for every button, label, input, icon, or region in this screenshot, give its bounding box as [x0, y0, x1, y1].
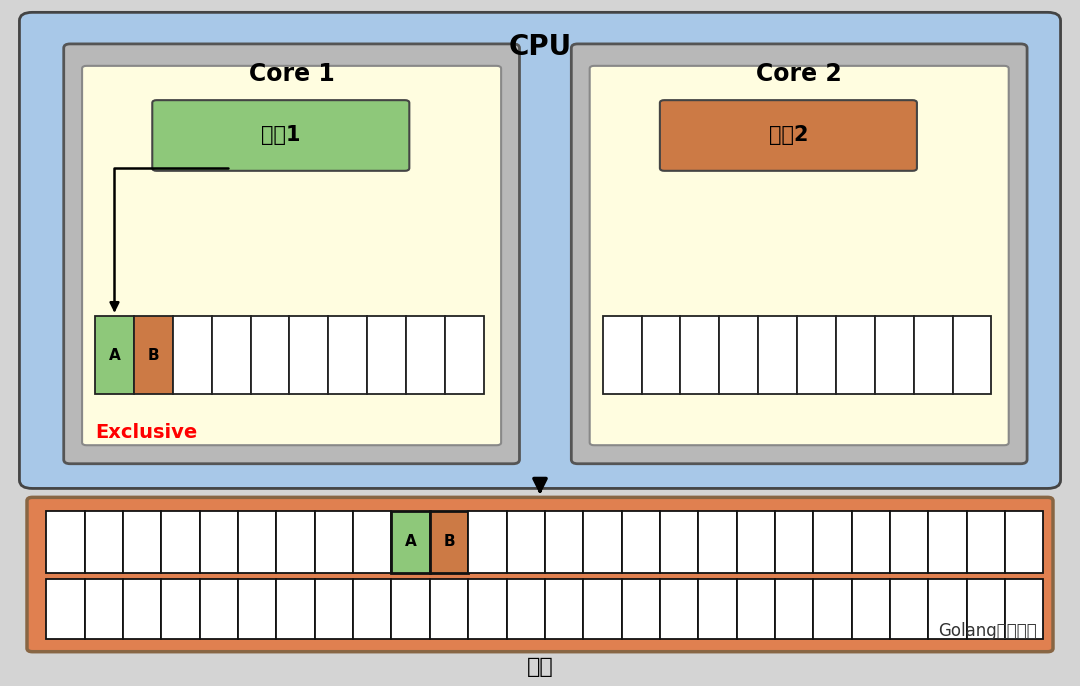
- Bar: [719, 316, 758, 394]
- Bar: [953, 316, 991, 394]
- Bar: [1004, 511, 1043, 573]
- Bar: [1004, 579, 1043, 639]
- FancyBboxPatch shape: [590, 66, 1009, 445]
- Bar: [315, 511, 353, 573]
- Bar: [123, 579, 162, 639]
- Bar: [622, 511, 660, 573]
- Bar: [737, 511, 774, 573]
- Bar: [289, 316, 328, 394]
- Bar: [851, 511, 890, 573]
- Text: CPU: CPU: [509, 33, 571, 60]
- FancyBboxPatch shape: [19, 12, 1061, 488]
- Text: A: A: [109, 348, 120, 362]
- Bar: [406, 316, 445, 394]
- Bar: [173, 316, 212, 394]
- Bar: [914, 316, 953, 394]
- Bar: [603, 316, 642, 394]
- FancyBboxPatch shape: [571, 44, 1027, 464]
- FancyBboxPatch shape: [64, 44, 519, 464]
- Bar: [797, 316, 836, 394]
- Bar: [890, 579, 929, 639]
- Bar: [851, 579, 890, 639]
- Bar: [84, 579, 123, 639]
- Bar: [967, 511, 1004, 573]
- Bar: [583, 579, 622, 639]
- Text: 线程1: 线程1: [261, 126, 300, 145]
- Bar: [200, 511, 239, 573]
- Text: 内存: 内存: [527, 657, 553, 678]
- Bar: [583, 511, 622, 573]
- Bar: [251, 316, 289, 394]
- Bar: [622, 579, 660, 639]
- Text: B: B: [443, 534, 455, 549]
- FancyBboxPatch shape: [152, 100, 409, 171]
- Bar: [698, 511, 737, 573]
- Bar: [238, 511, 276, 573]
- Bar: [813, 511, 851, 573]
- FancyBboxPatch shape: [82, 66, 501, 445]
- Bar: [391, 511, 430, 573]
- Text: Core 1: Core 1: [248, 62, 335, 86]
- Text: A: A: [405, 534, 417, 549]
- Bar: [737, 579, 774, 639]
- Bar: [276, 511, 314, 573]
- Bar: [890, 511, 929, 573]
- Bar: [507, 511, 544, 573]
- Bar: [391, 579, 430, 639]
- Bar: [836, 316, 875, 394]
- Text: B: B: [148, 348, 159, 362]
- Text: Exclusive: Exclusive: [95, 423, 198, 442]
- Bar: [469, 511, 507, 573]
- Bar: [276, 579, 314, 639]
- Bar: [758, 316, 797, 394]
- FancyBboxPatch shape: [660, 100, 917, 171]
- Bar: [680, 316, 719, 394]
- Text: Core 2: Core 2: [756, 62, 842, 86]
- Bar: [367, 316, 406, 394]
- Bar: [161, 511, 200, 573]
- Bar: [928, 511, 967, 573]
- Bar: [928, 579, 967, 639]
- Bar: [212, 316, 251, 394]
- Bar: [46, 579, 84, 639]
- Bar: [775, 579, 813, 639]
- Bar: [698, 579, 737, 639]
- Bar: [353, 511, 391, 573]
- Bar: [445, 316, 484, 394]
- Bar: [507, 579, 544, 639]
- Text: Golang技术分享: Golang技术分享: [939, 622, 1037, 640]
- Bar: [430, 579, 469, 639]
- Bar: [967, 579, 1004, 639]
- Bar: [84, 511, 123, 573]
- Bar: [123, 511, 162, 573]
- Bar: [469, 579, 507, 639]
- Bar: [328, 316, 367, 394]
- Bar: [660, 579, 699, 639]
- Bar: [315, 579, 353, 639]
- Bar: [238, 579, 276, 639]
- Bar: [875, 316, 914, 394]
- Bar: [353, 579, 391, 639]
- Bar: [95, 316, 134, 394]
- Bar: [544, 511, 583, 573]
- Bar: [200, 579, 239, 639]
- Bar: [46, 511, 84, 573]
- Bar: [544, 579, 583, 639]
- Bar: [813, 579, 851, 639]
- Bar: [161, 579, 200, 639]
- Text: 线程2: 线程2: [769, 126, 808, 145]
- Bar: [642, 316, 680, 394]
- Bar: [775, 511, 813, 573]
- Bar: [430, 511, 469, 573]
- FancyBboxPatch shape: [27, 497, 1053, 652]
- Bar: [134, 316, 173, 394]
- Bar: [660, 511, 699, 573]
